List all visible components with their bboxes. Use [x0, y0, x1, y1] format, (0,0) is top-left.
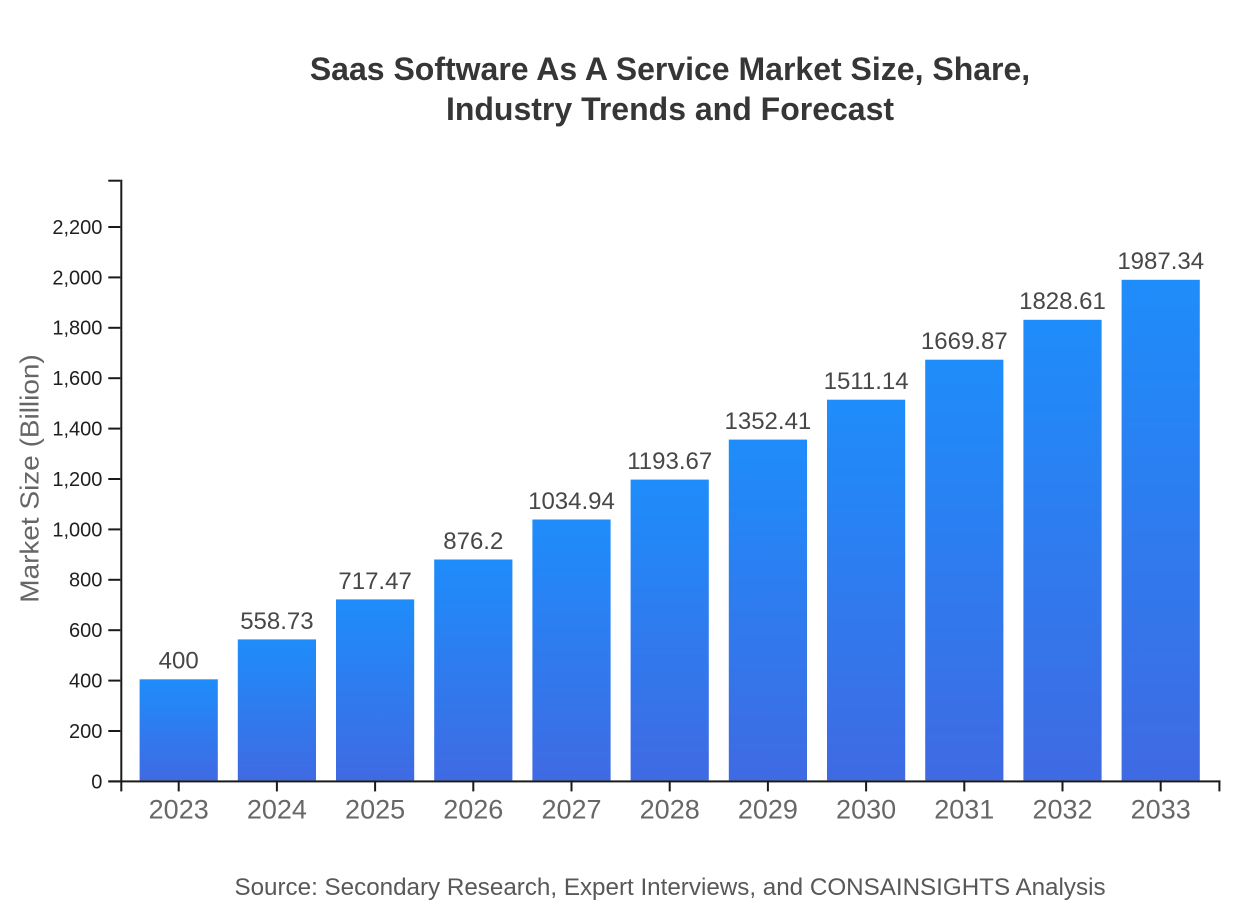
svg-text:1669.87: 1669.87 [921, 328, 1008, 355]
svg-text:876.2: 876.2 [443, 528, 503, 555]
svg-text:2,000: 2,000 [52, 267, 102, 289]
svg-text:1828.61: 1828.61 [1019, 288, 1106, 315]
svg-text:400: 400 [69, 671, 102, 693]
svg-text:1,600: 1,600 [52, 368, 102, 390]
svg-text:1,800: 1,800 [52, 318, 102, 340]
svg-text:600: 600 [69, 620, 102, 642]
svg-text:200: 200 [69, 721, 102, 743]
svg-text:400: 400 [159, 648, 199, 675]
svg-text:Source: Secondary Research, Ex: Source: Secondary Research, Expert Inter… [234, 874, 1105, 901]
svg-text:1193.67: 1193.67 [627, 448, 712, 475]
svg-text:2032: 2032 [1032, 795, 1092, 825]
svg-text:1,400: 1,400 [52, 419, 102, 441]
svg-text:2031: 2031 [934, 795, 994, 825]
svg-text:1,200: 1,200 [52, 469, 102, 491]
svg-text:2025: 2025 [345, 795, 405, 825]
svg-text:Industry Trends and Forecast: Industry Trends and Forecast [446, 91, 894, 127]
svg-text:2029: 2029 [738, 795, 798, 825]
svg-text:2023: 2023 [149, 795, 209, 825]
svg-text:1352.41: 1352.41 [725, 408, 812, 435]
svg-text:717.47: 717.47 [338, 568, 411, 595]
svg-text:2030: 2030 [836, 795, 896, 825]
svg-text:Saas Software As A Service Mar: Saas Software As A Service Market Size, … [310, 51, 1030, 87]
svg-text:1,000: 1,000 [52, 519, 102, 541]
svg-text:800: 800 [69, 570, 102, 592]
svg-text:Market Size (Billion): Market Size (Billion) [16, 354, 45, 602]
svg-text:2027: 2027 [541, 795, 601, 825]
svg-text:1034.94: 1034.94 [528, 488, 615, 515]
svg-text:2028: 2028 [640, 795, 700, 825]
svg-text:1987.34: 1987.34 [1117, 248, 1204, 275]
svg-text:0: 0 [91, 771, 102, 793]
svg-text:2033: 2033 [1131, 795, 1191, 825]
svg-text:2,200: 2,200 [52, 217, 102, 239]
svg-text:558.73: 558.73 [240, 608, 313, 635]
svg-text:1511.14: 1511.14 [824, 368, 909, 395]
svg-text:2024: 2024 [247, 795, 307, 825]
svg-text:2026: 2026 [443, 795, 503, 825]
